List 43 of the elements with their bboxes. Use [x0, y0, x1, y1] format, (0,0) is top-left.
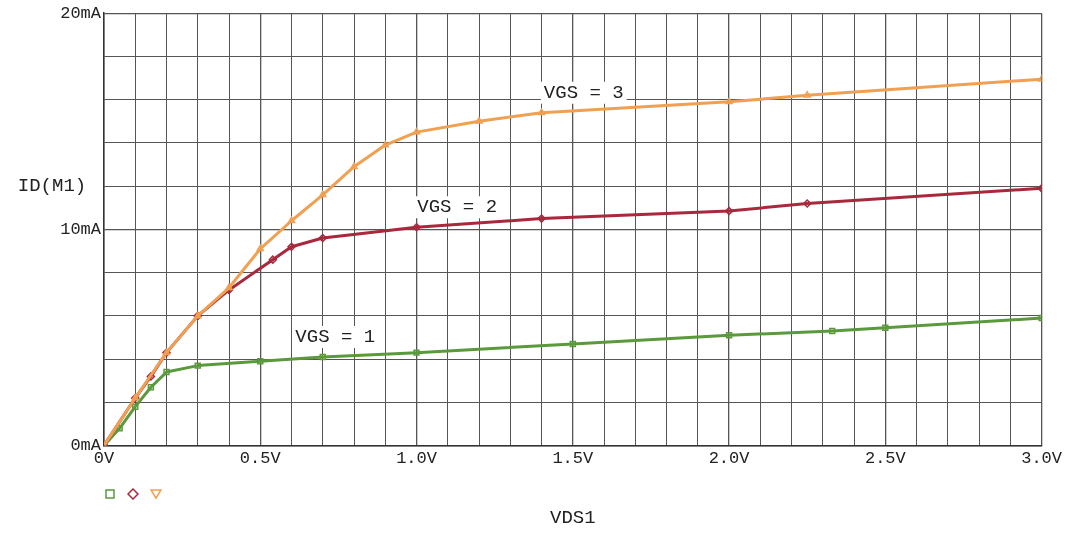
point [163, 368, 170, 376]
point [146, 372, 156, 381]
x-axis-title: VDS1 [549, 507, 596, 530]
point [802, 199, 812, 208]
point [537, 108, 546, 116]
x-tick-label: 1.5V [552, 449, 594, 469]
point [724, 206, 734, 216]
point [350, 162, 358, 170]
x-tick-label: 3.0V [1021, 449, 1063, 469]
series-label: VGS = 2 [417, 196, 498, 219]
point [803, 91, 811, 98]
point [725, 332, 733, 339]
point [828, 327, 836, 335]
y-tick-label: 10mA [60, 219, 102, 239]
point [319, 353, 326, 361]
point [381, 140, 390, 148]
point [475, 117, 483, 124]
point [268, 255, 278, 264]
x-tick-label: 2.0V [708, 449, 751, 469]
y-tick-label: 20mA [60, 3, 102, 23]
y-axis-title: ID(M1) [17, 175, 87, 198]
x-tick-label: 2.5V [864, 449, 907, 469]
point [725, 97, 733, 105]
x-tick-label: 0.5V [239, 449, 282, 469]
point [412, 222, 421, 232]
point [147, 384, 155, 391]
point [537, 214, 546, 223]
point [132, 403, 139, 410]
point [318, 233, 328, 243]
series-label: VGS = 3 [543, 81, 624, 104]
point [882, 324, 889, 331]
point [287, 242, 296, 251]
point [194, 362, 201, 369]
point [287, 216, 296, 224]
point [412, 127, 421, 135]
point [318, 190, 327, 198]
point [569, 340, 577, 348]
point [257, 358, 264, 365]
point [413, 349, 420, 356]
point [256, 244, 265, 252]
point [225, 283, 233, 291]
series-label: VGS = 1 [295, 325, 376, 348]
x-tick-label: 1.0V [396, 449, 438, 469]
